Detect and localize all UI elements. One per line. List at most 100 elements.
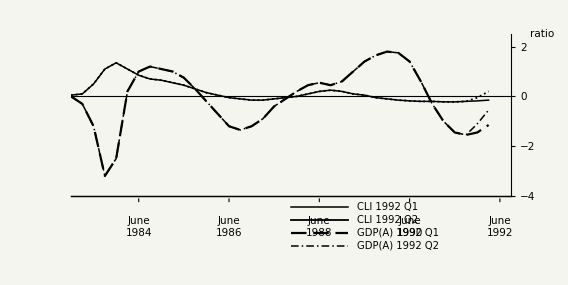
GDP(A) 1992 Q2: [282, 97, 289, 101]
GDP(A) 1992 Q2: [383, 50, 390, 53]
GDP(A) 1992 Q1: [361, 60, 368, 63]
GDP(A) 1992 Q1: [452, 131, 458, 134]
CLI 1992 Q2: [373, 96, 379, 99]
CLI 1992 Q2: [192, 87, 199, 91]
GDP(A) 1992 Q1: [485, 123, 492, 127]
GDP(A) 1992 Q1: [395, 51, 402, 54]
CLI 1992 Q1: [214, 93, 221, 97]
GDP(A) 1992 Q2: [68, 95, 74, 98]
CLI 1992 Q2: [90, 82, 97, 86]
GDP(A) 1992 Q1: [192, 87, 199, 91]
GDP(A) 1992 Q1: [339, 80, 345, 83]
GDP(A) 1992 Q1: [124, 90, 131, 93]
GDP(A) 1992 Q2: [350, 70, 357, 73]
GDP(A) 1992 Q2: [316, 81, 323, 84]
CLI 1992 Q1: [271, 97, 278, 101]
GDP(A) 1992 Q1: [90, 125, 97, 128]
CLI 1992 Q1: [350, 92, 357, 95]
CLI 1992 Q2: [147, 77, 153, 81]
CLI 1992 Q1: [68, 93, 74, 97]
GDP(A) 1992 Q2: [112, 157, 119, 160]
GDP(A) 1992 Q2: [361, 60, 368, 63]
CLI 1992 Q1: [169, 81, 176, 84]
CLI 1992 Q1: [293, 95, 300, 98]
CLI 1992 Q1: [474, 99, 481, 103]
CLI 1992 Q1: [316, 90, 323, 93]
GDP(A) 1992 Q1: [135, 70, 142, 73]
GDP(A) 1992 Q1: [147, 65, 153, 68]
GDP(A) 1992 Q2: [192, 87, 199, 91]
GDP(A) 1992 Q2: [79, 102, 86, 105]
Text: June
1988: June 1988: [306, 216, 333, 238]
CLI 1992 Q2: [135, 74, 142, 77]
GDP(A) 1992 Q1: [474, 131, 481, 134]
CLI 1992 Q2: [237, 97, 244, 101]
GDP(A) 1992 Q1: [350, 70, 357, 73]
CLI 1992 Q2: [124, 67, 131, 71]
GDP(A) 1992 Q1: [68, 95, 74, 98]
CLI 1992 Q1: [124, 67, 131, 71]
GDP(A) 1992 Q2: [260, 117, 266, 121]
GDP(A) 1992 Q2: [169, 70, 176, 73]
GDP(A) 1992 Q2: [327, 84, 334, 87]
GDP(A) 1992 Q2: [203, 100, 210, 103]
GDP(A) 1992 Q2: [225, 125, 232, 128]
GDP(A) 1992 Q1: [383, 50, 390, 53]
GDP(A) 1992 Q1: [158, 67, 165, 71]
CLI 1992 Q2: [485, 90, 492, 93]
CLI 1992 Q1: [147, 77, 153, 81]
GDP(A) 1992 Q2: [214, 112, 221, 115]
GDP(A) 1992 Q1: [214, 112, 221, 115]
GDP(A) 1992 Q1: [225, 125, 232, 128]
CLI 1992 Q1: [181, 84, 187, 87]
GDP(A) 1992 Q1: [463, 133, 470, 137]
CLI 1992 Q1: [327, 88, 334, 92]
GDP(A) 1992 Q2: [417, 80, 424, 83]
GDP(A) 1992 Q2: [485, 108, 492, 112]
CLI 1992 Q1: [192, 87, 199, 91]
GDP(A) 1992 Q1: [79, 102, 86, 105]
GDP(A) 1992 Q2: [440, 120, 447, 123]
GDP(A) 1992 Q2: [124, 90, 131, 93]
Y-axis label: ratio: ratio: [530, 29, 554, 39]
CLI 1992 Q1: [237, 97, 244, 101]
CLI 1992 Q1: [158, 78, 165, 82]
CLI 1992 Q2: [429, 100, 436, 103]
GDP(A) 1992 Q1: [102, 174, 108, 178]
GDP(A) 1992 Q1: [237, 128, 244, 132]
GDP(A) 1992 Q2: [293, 90, 300, 93]
CLI 1992 Q1: [373, 96, 379, 99]
CLI 1992 Q2: [474, 96, 481, 99]
CLI 1992 Q1: [260, 98, 266, 102]
CLI 1992 Q1: [383, 97, 390, 101]
CLI 1992 Q1: [135, 74, 142, 77]
CLI 1992 Q2: [248, 98, 255, 102]
Text: CLI 1992 Q1: CLI 1992 Q1: [357, 202, 418, 212]
GDP(A) 1992 Q2: [102, 174, 108, 178]
Text: June
1990: June 1990: [396, 216, 423, 238]
CLI 1992 Q2: [417, 100, 424, 103]
GDP(A) 1992 Q2: [304, 84, 311, 87]
CLI 1992 Q2: [440, 100, 447, 103]
GDP(A) 1992 Q1: [417, 80, 424, 83]
CLI 1992 Q2: [282, 96, 289, 99]
Line: CLI 1992 Q1: CLI 1992 Q1: [71, 63, 488, 102]
GDP(A) 1992 Q2: [406, 60, 413, 63]
CLI 1992 Q1: [225, 96, 232, 99]
CLI 1992 Q1: [112, 61, 119, 64]
Text: June
1992: June 1992: [487, 216, 513, 238]
GDP(A) 1992 Q2: [395, 51, 402, 54]
Line: CLI 1992 Q2: CLI 1992 Q2: [71, 63, 488, 102]
CLI 1992 Q1: [339, 90, 345, 93]
GDP(A) 1992 Q1: [406, 60, 413, 63]
GDP(A) 1992 Q2: [181, 76, 187, 80]
CLI 1992 Q2: [452, 100, 458, 103]
GDP(A) 1992 Q2: [158, 67, 165, 71]
CLI 1992 Q2: [406, 99, 413, 103]
GDP(A) 1992 Q2: [463, 133, 470, 137]
GDP(A) 1992 Q1: [429, 102, 436, 105]
GDP(A) 1992 Q2: [373, 54, 379, 57]
CLI 1992 Q2: [395, 98, 402, 102]
GDP(A) 1992 Q2: [271, 105, 278, 108]
CLI 1992 Q1: [102, 67, 108, 71]
